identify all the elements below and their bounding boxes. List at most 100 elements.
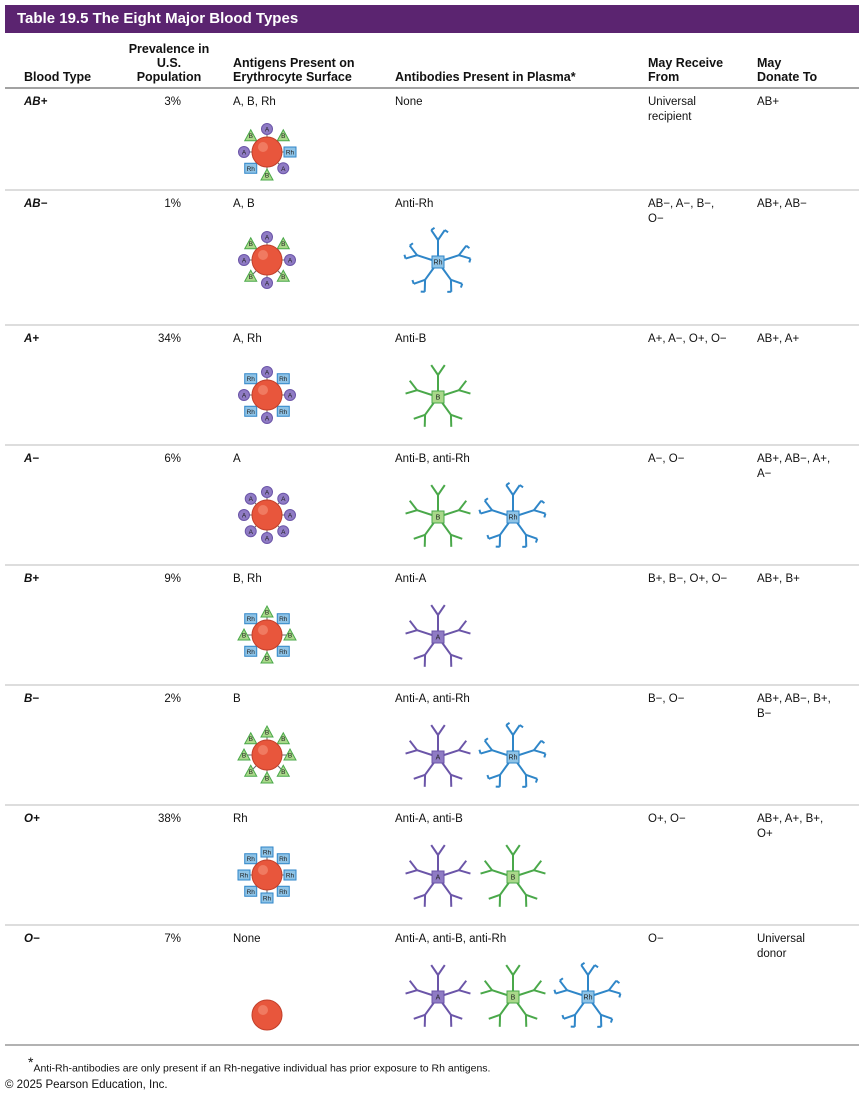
erythrocyte-icon: A A A A A A A A (238, 486, 296, 544)
antibody-label: A (436, 755, 441, 762)
blood-type: O− (24, 933, 40, 945)
antibody-branch (450, 413, 463, 420)
antibody-tip (540, 499, 546, 504)
antibody-tip (618, 993, 622, 998)
antibody-branch (483, 740, 493, 751)
antigen-label: Rh (247, 856, 256, 863)
erythrocyte (251, 619, 283, 651)
antigens: B (233, 693, 241, 705)
antibodies: None (395, 96, 423, 108)
antigen-label: B (249, 241, 253, 248)
antibody-branch (600, 1013, 613, 1020)
antibody-tip (403, 254, 407, 259)
antibody-branch (458, 620, 468, 631)
antibody-branch (488, 773, 501, 780)
erythrocyte (251, 244, 283, 276)
antibody-branch (480, 989, 493, 995)
antibody-branch (608, 989, 621, 995)
antibody-icon: B (405, 364, 471, 427)
antigen-shape (261, 532, 273, 544)
antibody-branch (413, 1013, 426, 1020)
antibody-icon: Rh (403, 227, 472, 293)
antigen-label: Rh (279, 409, 288, 416)
antigen-shape (261, 123, 273, 135)
erythrocyte-shine (258, 865, 268, 875)
antibody-branch (430, 484, 439, 496)
antigen-label: Rh (279, 616, 288, 623)
antigen-shape (261, 412, 273, 424)
blood-type: AB+ (24, 96, 48, 108)
antibody-core (506, 990, 520, 1004)
antigen-shape (261, 277, 273, 289)
antigen-shape (238, 254, 250, 266)
prevalence: 38% (157, 813, 181, 825)
antigen-label: Rh (247, 889, 256, 896)
antibody-branch (437, 964, 446, 976)
antibody-label: B (436, 515, 441, 522)
antibody-label: Rh (509, 755, 518, 762)
antigen-label: B (281, 274, 285, 281)
antigen-label: B (265, 776, 269, 783)
antigens: A, B, Rh (233, 96, 276, 108)
antibody-branch (408, 980, 418, 991)
erythrocyte-shine (258, 505, 268, 515)
donate-to: AB+, A+, B+, O+ (757, 813, 824, 840)
antigen-shape (276, 269, 291, 282)
antibody-branch (408, 740, 418, 751)
antibody-label: Rh (509, 515, 518, 522)
blood-type: A− (24, 453, 40, 465)
antigen-label: B (281, 769, 285, 776)
donate-to: AB+, A+ (757, 333, 800, 345)
antibody-branch (525, 533, 538, 540)
antigen-shape (244, 405, 258, 417)
antibody-branch (413, 413, 426, 420)
antigen-shape (276, 731, 291, 745)
antibody-tip (580, 962, 586, 966)
antibody-tip (534, 538, 539, 543)
antigen-shape (260, 167, 274, 181)
antibodies: Anti-B, anti-Rh (395, 453, 470, 465)
prevalence: 34% (157, 333, 181, 345)
antigen-shape (244, 525, 257, 538)
antibody-branch (458, 860, 468, 871)
antibody-branch (533, 500, 543, 511)
antigen-label: A (242, 513, 247, 520)
antibody-core (431, 255, 445, 269)
receive-from: AB−, A−, B−, O− (648, 198, 715, 225)
antigen-shape (243, 764, 258, 777)
antibody-branch (480, 869, 493, 875)
antibody-branch (405, 869, 418, 875)
antigens: A, Rh (233, 333, 262, 345)
antigen-shape (261, 231, 273, 243)
antibody-core (506, 510, 520, 524)
antibody-branch (458, 380, 468, 391)
erythrocyte-icon: B Rh B Rh B Rh B Rh (237, 604, 297, 664)
footnote-marker: * (28, 1054, 34, 1070)
antigen-shape (284, 254, 296, 266)
antigen-label: A (249, 496, 254, 503)
antibody-label: A (436, 995, 441, 1002)
receive-from: O+, O− (648, 813, 686, 825)
antibody-tip (594, 964, 599, 969)
antigen-label: B (281, 736, 285, 743)
antigen-shape (260, 892, 274, 904)
antibody-tip (444, 229, 449, 234)
antigen-label: Rh (247, 376, 256, 383)
antibody-branch (430, 364, 439, 376)
antigen-label: Rh (286, 150, 295, 157)
antibody-branch (430, 229, 439, 241)
antibody-branch (533, 740, 543, 751)
antigen-shape (277, 162, 290, 175)
antibody-branch (505, 724, 514, 736)
antibody-tip (543, 513, 547, 518)
antigen-label: B (242, 753, 246, 760)
erythrocyte-icon: A Rh A Rh A Rh A Rh (238, 366, 296, 424)
erythrocyte (251, 379, 283, 411)
blood-type: O+ (24, 813, 40, 825)
antigen-shape (244, 492, 257, 505)
antibody-tip (561, 1014, 565, 1020)
antibody-branch (405, 989, 418, 995)
antibody-tip (486, 534, 490, 540)
antigen-label: B (288, 753, 292, 760)
erythrocyte (251, 499, 283, 531)
